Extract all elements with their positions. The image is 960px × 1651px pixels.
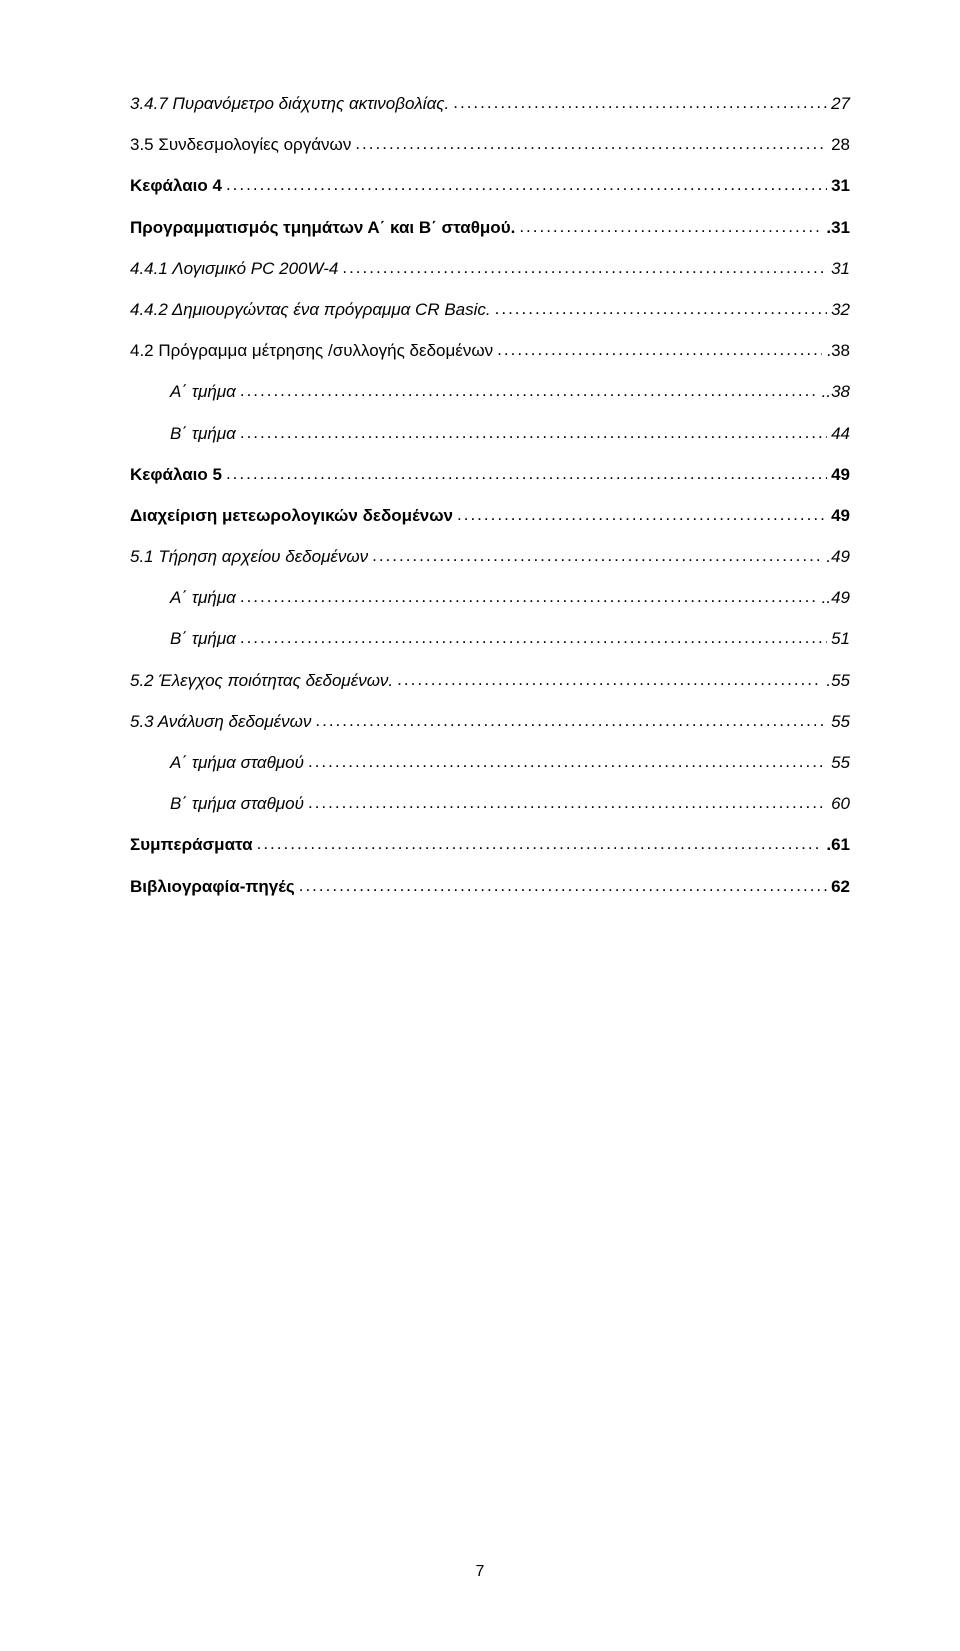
toc-line: Προγραμματισμός τμημάτων Α΄ και Β΄ σταθμ… [130, 214, 850, 241]
toc-leader-dots [497, 336, 822, 363]
toc-line: Βιβλιογραφία-πηγές 62 [130, 873, 850, 900]
toc-line: 3.4.7 Πυρανόμετρο διάχυτης ακτινοβολίας.… [130, 90, 850, 117]
toc-line: 4.4.2 Δημιουργώντας ένα πρόγραμμα CR Bas… [130, 296, 850, 323]
toc-line: Κεφάλαιο 5 49 [130, 461, 850, 488]
toc-leader-dots [308, 748, 827, 775]
toc-line: 5.3 Ανάλυση δεδομένων 55 [130, 708, 850, 735]
toc-label: Βιβλιογραφία-πηγές [130, 873, 295, 900]
toc-page-number: 49 [831, 461, 850, 488]
toc-label: 5.3 Ανάλυση δεδομένων [130, 708, 311, 735]
toc-page-number: 51 [831, 625, 850, 652]
toc-leader-dots [372, 542, 822, 569]
toc-label: 4.4.2 Δημιουργώντας ένα πρόγραμμα CR Bas… [130, 296, 491, 323]
toc-page-number: .31 [826, 214, 850, 241]
toc-label: 5.1 Τήρηση αρχείου δεδομένων [130, 543, 368, 570]
toc-leader-dots [315, 707, 827, 734]
toc-line: Β΄ τμήμα σταθμού 60 [130, 790, 850, 817]
toc-page-number: 31 [831, 255, 850, 282]
toc-line: Β΄ τμήμα 51 [130, 625, 850, 652]
toc-page-number: .55 [826, 667, 850, 694]
toc-page-number: .61 [826, 831, 850, 858]
toc-page-number: 27 [831, 90, 850, 117]
toc-label: Β΄ τμήμα σταθμού [170, 790, 304, 817]
toc-leader-dots [240, 583, 818, 610]
toc-label: Α΄ τμήμα σταθμού [170, 749, 304, 776]
toc-page-number: 31 [831, 172, 850, 199]
toc-leader-dots [308, 789, 827, 816]
toc-page-number: 44 [831, 420, 850, 447]
toc-page-number: .49 [826, 543, 850, 570]
toc-line: Α΄ τμήμα ..49 [130, 584, 850, 611]
toc-leader-dots [355, 130, 827, 157]
toc-page-number: 28 [831, 131, 850, 158]
toc-label: 4.2 Πρόγραμμα μέτρησης /συλλογής δεδομέν… [130, 337, 493, 364]
toc-page-number: ..49 [822, 584, 850, 611]
toc-leader-dots [226, 171, 827, 198]
toc-leader-dots [495, 295, 827, 322]
toc-leader-dots [226, 460, 827, 487]
toc-leader-dots [240, 419, 827, 446]
toc-label: Β΄ τμήμα [170, 625, 236, 652]
toc-label: 3.4.7 Πυρανόμετρο διάχυτης ακτινοβολίας. [130, 90, 449, 117]
toc-line: 4.2 Πρόγραμμα μέτρησης /συλλογής δεδομέν… [130, 337, 850, 364]
page: 3.4.7 Πυρανόμετρο διάχυτης ακτινοβολίας.… [0, 0, 960, 1651]
toc-line: Β΄ τμήμα 44 [130, 420, 850, 447]
toc-label: Συμπεράσματα [130, 831, 253, 858]
toc-line: Κεφάλαιο 4 31 [130, 172, 850, 199]
toc-label: Β΄ τμήμα [170, 420, 236, 447]
toc-page-number: 62 [831, 873, 850, 900]
toc-leader-dots [453, 89, 827, 116]
toc-leader-dots [299, 872, 827, 899]
table-of-contents: 3.4.7 Πυρανόμετρο διάχυτης ακτινοβολίας.… [130, 90, 850, 900]
toc-line: 4.4.1 Λογισμικό PC 200W-4 31 [130, 255, 850, 282]
toc-page-number: 60 [831, 790, 850, 817]
toc-page-number: 55 [831, 708, 850, 735]
toc-line: 5.2 Έλεγχος ποιότητας δεδομένων. .55 [130, 667, 850, 694]
toc-line: 5.1 Τήρηση αρχείου δεδομένων .49 [130, 543, 850, 570]
toc-leader-dots [240, 624, 827, 651]
toc-leader-dots [519, 213, 822, 240]
toc-label: 3.5 Συνδεσμολογίες οργάνων [130, 131, 351, 158]
toc-label: Κεφάλαιο 5 [130, 461, 222, 488]
toc-label: Α΄ τμήμα [170, 378, 236, 405]
toc-leader-dots [257, 830, 823, 857]
toc-label: Προγραμματισμός τμημάτων Α΄ και Β΄ σταθμ… [130, 214, 515, 241]
toc-label: 4.4.1 Λογισμικό PC 200W-4 [130, 255, 338, 282]
toc-line: Α΄ τμήμα σταθμού 55 [130, 749, 850, 776]
page-number: 7 [0, 1563, 960, 1581]
toc-leader-dots [240, 377, 818, 404]
toc-line: Α΄ τμήμα ..38 [130, 378, 850, 405]
toc-page-number: 55 [831, 749, 850, 776]
toc-page-number: 49 [831, 502, 850, 529]
toc-line: Διαχείριση μετεωρολογικών δεδομένων 49 [130, 502, 850, 529]
toc-leader-dots [397, 666, 822, 693]
toc-label: 5.2 Έλεγχος ποιότητας δεδομένων. [130, 667, 393, 694]
toc-page-number: .38 [826, 337, 850, 364]
toc-label: Κεφάλαιο 4 [130, 172, 222, 199]
toc-page-number: ..38 [822, 378, 850, 405]
toc-leader-dots [457, 501, 827, 528]
toc-page-number: 32 [831, 296, 850, 323]
toc-line: Συμπεράσματα .61 [130, 831, 850, 858]
toc-label: Α΄ τμήμα [170, 584, 236, 611]
toc-leader-dots [342, 254, 827, 281]
toc-label: Διαχείριση μετεωρολογικών δεδομένων [130, 502, 453, 529]
toc-line: 3.5 Συνδεσμολογίες οργάνων 28 [130, 131, 850, 158]
